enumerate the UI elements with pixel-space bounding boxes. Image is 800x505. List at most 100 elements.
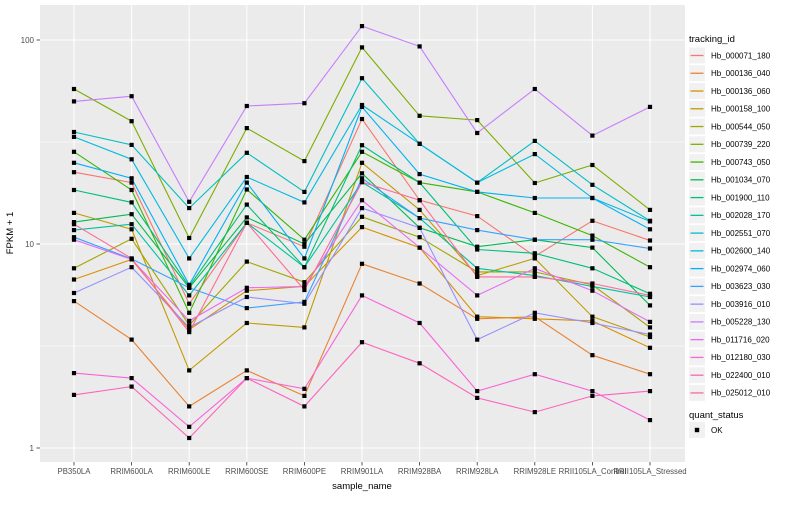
data-point [475,266,480,271]
data-point [244,220,249,225]
data-point [590,284,595,289]
data-point [475,337,480,342]
data-point [71,149,77,154]
data-point [590,218,595,223]
data-point [187,310,192,315]
legend-entry-label: Hb_000739_220 [711,140,771,149]
data-point [302,159,307,164]
data-point [532,180,537,186]
data-point [187,301,192,306]
data-point [647,319,653,324]
legend-entry-label: Hb_001034_070 [711,176,771,185]
data-point [129,376,134,381]
data-point [244,215,249,220]
data-point [532,237,537,242]
data-point [359,176,365,181]
data-point [417,235,422,240]
data-point [647,265,653,270]
data-point [359,225,365,230]
data-point [475,269,480,274]
data-point [647,325,653,330]
data-point [417,141,422,146]
x-tick-label: RRIM928BA [398,467,442,476]
data-point [71,237,77,242]
legend-entry-label: Hb_002600_140 [711,247,771,256]
data-point [71,129,77,135]
x-tick-label: RRIM600LA [110,467,153,476]
legend-entry-label: Hb_011716_020 [711,335,770,344]
data-point [302,101,307,106]
data-point [244,306,249,311]
data-point [532,310,537,315]
data-point [302,284,307,289]
data-point [417,172,422,177]
data-point [532,410,537,415]
data-point [590,233,595,238]
data-point [71,266,77,271]
x-tick-label: RRIM600SE [225,467,268,476]
y-axis-title: FPKM + 1 [5,212,16,255]
data-point [302,244,307,249]
data-point [302,237,307,242]
x-tick-label: RRIM600PE [283,467,326,476]
data-point [244,259,249,264]
data-point [417,320,422,326]
data-point [129,94,134,99]
x-tick-label: RRII105LA_Control [559,467,627,476]
data-point [647,104,653,109]
data-point [187,368,192,373]
data-point [590,389,595,394]
data-point [590,133,595,138]
data-point [302,280,307,285]
data-point [359,149,365,154]
data-point [532,316,537,321]
data-point [475,130,480,136]
data-point [475,244,480,249]
legend-entry-label: Hb_000743_050 [711,158,771,167]
data-point [417,245,422,250]
data-point [359,261,365,266]
data-point [475,228,480,233]
data-point [302,386,307,391]
data-point [187,293,192,298]
y-tick-label: 1 [30,444,35,453]
data-point [359,160,365,165]
data-point [475,247,480,252]
data-point [647,345,653,350]
data-point [129,119,134,124]
data-point [590,353,595,358]
data-point [647,219,653,224]
data-point [359,116,365,122]
data-point [187,435,192,441]
data-point [129,176,134,181]
legend-quant-title: quant_status [689,410,744,421]
legend-entry-label: Hb_000544_050 [711,122,771,131]
legend-entry-label: Hb_003916_010 [711,300,771,309]
data-point [71,187,77,193]
data-point [417,198,422,203]
data-point [590,237,595,242]
data-point [417,180,422,185]
data-point [71,222,77,227]
legend-entry-label: Hb_012180_030 [711,353,771,362]
legend-entry-label: Hb_000136_060 [711,87,771,96]
data-point [359,180,365,185]
data-point [244,376,249,381]
data-point [647,389,653,394]
legend-entry-label: Hb_000136_040 [711,69,771,78]
data-point [590,195,595,201]
data-point [417,361,422,366]
data-point [359,340,365,345]
data-point [129,142,134,147]
legend-entry-label: Hb_002551_070 [711,229,771,238]
data-point [647,303,653,308]
legend-entry-label: Hb_001900_110 [711,193,770,202]
data-point [302,189,307,194]
data-point [129,222,134,227]
legend-entry-label: Hb_022400_010 [711,371,771,380]
data-point [359,24,365,29]
data-point [187,235,192,241]
data-point [244,180,249,185]
data-point [532,274,537,279]
